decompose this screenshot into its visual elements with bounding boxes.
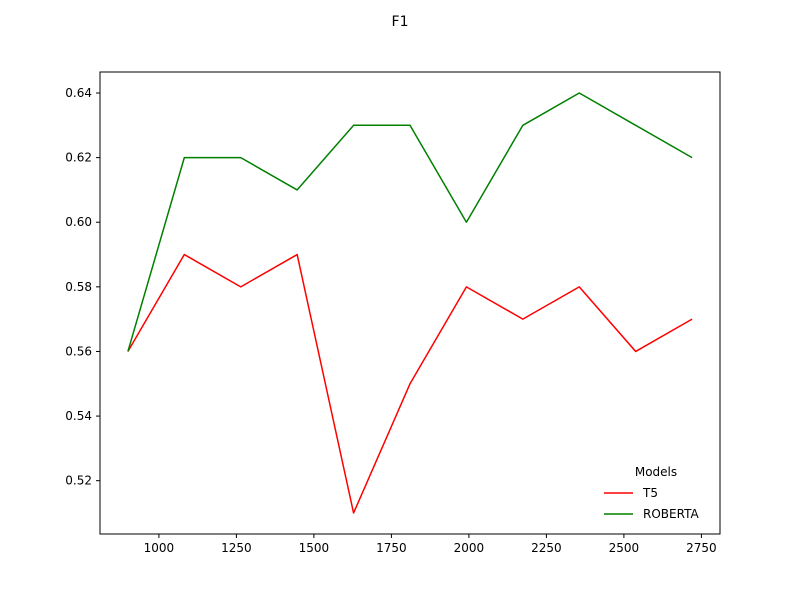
legend-title: Models [635, 465, 677, 479]
x-tick-label: 2250 [531, 541, 562, 555]
y-tick-label: 0.62 [65, 151, 92, 165]
legend-entries: T5 ROBERTA [604, 486, 699, 521]
legend: Models T5 ROBERTA [604, 465, 699, 521]
y-tick-label: 0.54 [65, 409, 92, 423]
x-tick-label: 1000 [144, 541, 175, 555]
x-tick-label: 2750 [686, 541, 717, 555]
y-tick-label: 0.52 [65, 474, 92, 488]
y-tick-label: 0.64 [65, 86, 92, 100]
y-tick-label: 0.58 [65, 280, 92, 294]
plot-area [99, 71, 721, 535]
y-tick-label: 0.60 [65, 215, 92, 229]
legend-label-roberta: ROBERTA [643, 507, 699, 521]
series-line-roberta [127, 92, 693, 352]
chart-title: F1 [392, 14, 409, 30]
x-tick-label: 1750 [376, 541, 407, 555]
x-axis: 1000 1250 1500 1750 2000 2250 2500 2750 [144, 534, 717, 555]
y-axis: 0.52 0.54 0.56 0.58 0.60 0.62 0.64 [65, 86, 100, 488]
series-layer [127, 92, 693, 514]
x-tick-label: 2000 [454, 541, 485, 555]
series-line-t5 [127, 253, 693, 514]
x-tick-label: 1250 [221, 541, 252, 555]
y-tick-label: 0.56 [65, 344, 92, 358]
legend-label-t5: T5 [642, 486, 658, 500]
x-tick-label: 1500 [299, 541, 330, 555]
x-tick-label: 2500 [609, 541, 640, 555]
